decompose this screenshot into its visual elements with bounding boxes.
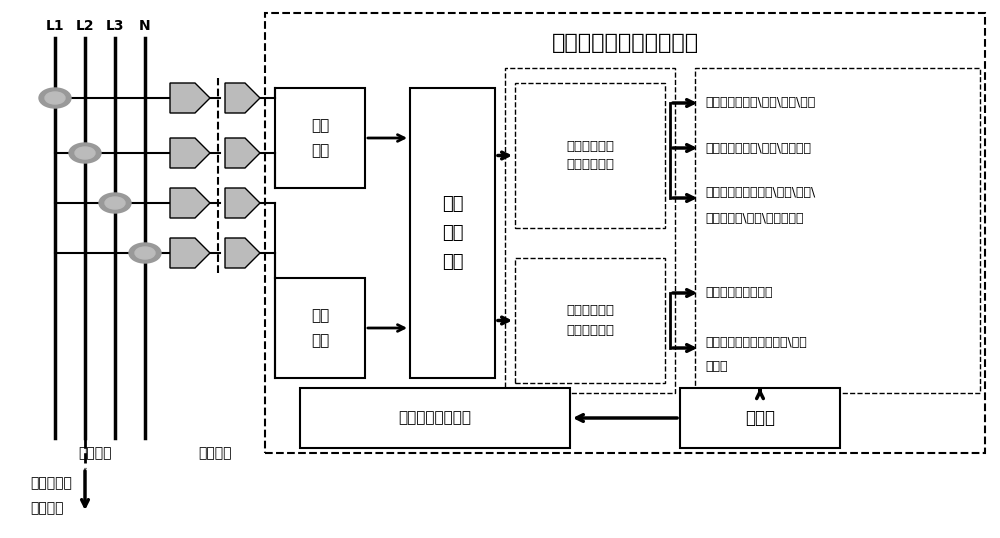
Ellipse shape	[69, 143, 101, 163]
Polygon shape	[170, 83, 210, 113]
Text: 光电隔离: 光电隔离	[198, 446, 232, 460]
Text: 电流
采样: 电流 采样	[311, 118, 329, 158]
Ellipse shape	[39, 88, 71, 108]
Bar	[275, 278, 365, 378]
Text: 故障
分析
模块: 故障 分析 模块	[442, 195, 463, 271]
Text: 道岔转辙机: 道岔转辙机	[30, 476, 72, 490]
Text: L1: L1	[46, 19, 64, 33]
Text: 道岔受电期间
状态监测模块: 道岔受电期间 状态监测模块	[566, 305, 614, 336]
Ellipse shape	[129, 243, 161, 263]
Polygon shape	[170, 238, 210, 268]
Text: 过程参数：扭力\电流\运行时间: 过程参数：扭力\电流\运行时间	[705, 141, 811, 154]
Ellipse shape	[135, 247, 155, 259]
Text: 设备机房: 设备机房	[78, 446, 112, 460]
Bar	[275, 88, 365, 188]
Ellipse shape	[105, 197, 125, 209]
Text: N: N	[139, 19, 151, 33]
Bar	[680, 388, 840, 448]
Polygon shape	[225, 83, 260, 113]
Text: L3: L3	[106, 19, 124, 33]
Polygon shape	[225, 138, 260, 168]
Ellipse shape	[75, 147, 95, 159]
Ellipse shape	[99, 193, 131, 213]
Ellipse shape	[45, 92, 65, 104]
Text: 三相不平衡\单相\功率超载等: 三相不平衡\单相\功率超载等	[705, 211, 804, 224]
Text: 故障信息：扭力过载\过流\超时\: 故障信息：扭力过载\过流\超时\	[705, 187, 815, 200]
Text: 过程参数：表示电压: 过程参数：表示电压	[705, 287, 772, 300]
Text: 道岔转撤机故障检测系统: 道岔转撤机故障检测系统	[551, 33, 699, 53]
Bar	[515, 83, 665, 228]
Text: L2: L2	[76, 19, 94, 33]
Text: 数据库: 数据库	[745, 409, 775, 427]
Polygon shape	[225, 238, 260, 268]
Polygon shape	[225, 188, 260, 218]
Bar	[410, 88, 495, 378]
Text: 运行状态：伸出\缩入\左位\右位: 运行状态：伸出\缩入\左位\右位	[705, 96, 815, 110]
Text: 太大等: 太大等	[705, 359, 728, 372]
Bar	[695, 68, 980, 393]
Bar	[300, 388, 570, 448]
Polygon shape	[170, 138, 210, 168]
Bar	[515, 258, 665, 383]
Text: 监测操作管理平台: 监测操作管理平台	[398, 410, 472, 426]
Polygon shape	[170, 188, 210, 218]
Text: 电压
采样: 电压 采样	[311, 308, 329, 348]
Text: 故障信息：表示电压开路\压降: 故障信息：表示电压开路\压降	[705, 336, 807, 350]
Text: 道岔动作期间
状态监测模块: 道岔动作期间 状态监测模块	[566, 139, 614, 172]
Text: 安装现场: 安装现场	[30, 501, 64, 515]
Bar	[265, 13, 985, 453]
Bar	[505, 68, 675, 393]
